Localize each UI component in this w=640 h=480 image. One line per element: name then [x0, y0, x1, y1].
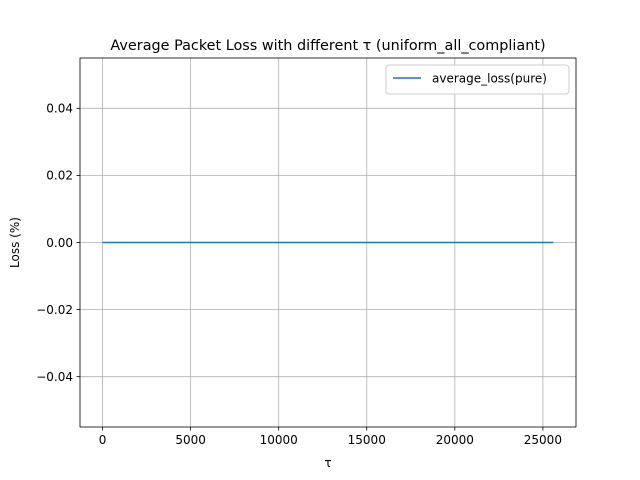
x-tick-label: 10000: [260, 433, 298, 447]
x-tick-label: 20000: [436, 433, 474, 447]
legend-entry-label: average_loss(pure): [432, 72, 547, 86]
x-tick-label: 25000: [524, 433, 562, 447]
y-tick-label: −0.02: [36, 303, 73, 317]
y-axis-ticks: −0.04 −0.02 0.00 0.02 0.04: [36, 102, 80, 384]
legend: average_loss(pure): [385, 64, 570, 95]
y-tick-label: −0.04: [36, 370, 73, 384]
legend-box: [385, 64, 570, 95]
y-axis-label: Loss (%): [8, 217, 22, 268]
chart-title: Average Packet Loss with different τ (un…: [110, 38, 545, 54]
x-tick-label: 15000: [348, 433, 386, 447]
x-axis-ticks: 0 5000 10000 15000 20000 25000: [99, 427, 562, 447]
x-axis-label: τ: [324, 456, 331, 470]
y-tick-label: 0.04: [46, 102, 73, 116]
y-tick-label: 0.02: [46, 169, 73, 183]
y-tick-label: 0.00: [46, 236, 73, 250]
x-tick-label: 5000: [175, 433, 206, 447]
x-tick-label: 0: [99, 433, 107, 447]
